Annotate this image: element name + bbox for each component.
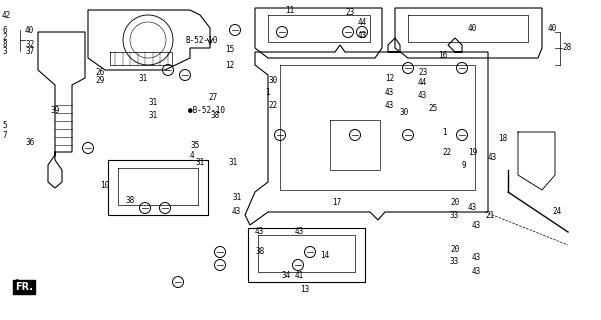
Text: 14: 14	[320, 251, 329, 260]
Text: 43: 43	[472, 268, 481, 276]
Text: 1: 1	[442, 127, 447, 137]
Text: 34: 34	[282, 270, 291, 279]
Text: 39: 39	[50, 106, 59, 115]
Text: 13: 13	[300, 285, 310, 294]
Text: B-52-10: B-52-10	[185, 36, 218, 44]
Text: 30: 30	[268, 76, 277, 84]
Text: 40: 40	[25, 26, 34, 35]
Text: 4: 4	[190, 150, 195, 159]
Text: ●B-52-10: ●B-52-10	[188, 106, 225, 115]
Text: 44: 44	[358, 18, 367, 27]
Text: 23: 23	[418, 68, 427, 76]
Text: 16: 16	[438, 51, 447, 60]
Text: 20: 20	[450, 245, 459, 254]
Text: 43: 43	[472, 220, 481, 229]
Text: FR.: FR.	[15, 282, 33, 292]
Text: 15: 15	[225, 45, 234, 54]
Text: 43: 43	[255, 228, 264, 236]
Text: 22: 22	[268, 100, 277, 109]
Text: 31: 31	[195, 157, 204, 166]
Text: 28: 28	[562, 44, 571, 52]
Text: 12: 12	[225, 60, 234, 69]
Text: 20: 20	[450, 197, 459, 206]
Text: 38: 38	[210, 110, 219, 119]
Text: 31: 31	[148, 110, 157, 119]
Text: 31: 31	[232, 194, 241, 203]
Text: 3: 3	[2, 46, 7, 55]
Text: 23: 23	[345, 7, 354, 17]
Text: 33: 33	[450, 258, 459, 267]
Text: 22: 22	[442, 148, 451, 156]
Text: 41: 41	[295, 270, 304, 279]
Text: 37: 37	[25, 46, 34, 55]
Text: 26: 26	[95, 68, 104, 76]
Text: 43: 43	[358, 30, 367, 39]
Text: 43: 43	[295, 228, 304, 236]
Text: 43: 43	[488, 154, 497, 163]
Text: 6: 6	[2, 26, 7, 35]
Text: 43: 43	[418, 91, 427, 100]
Text: 40: 40	[548, 23, 557, 33]
Text: 33: 33	[450, 211, 459, 220]
Text: 7: 7	[2, 131, 7, 140]
Text: 25: 25	[428, 103, 438, 113]
Text: 31: 31	[148, 98, 157, 107]
Text: 32: 32	[25, 39, 34, 49]
Text: 2: 2	[2, 33, 7, 42]
Text: 19: 19	[468, 148, 477, 156]
Text: 30: 30	[400, 108, 409, 116]
Text: 18: 18	[498, 133, 507, 142]
Text: 35: 35	[190, 140, 200, 149]
Text: 42: 42	[2, 11, 11, 20]
Text: 43: 43	[385, 87, 394, 97]
Text: 44: 44	[418, 77, 427, 86]
Text: 21: 21	[485, 211, 494, 220]
Text: 24: 24	[552, 207, 561, 217]
Text: 43: 43	[232, 207, 241, 217]
Text: 8: 8	[2, 39, 7, 49]
Text: 17: 17	[332, 197, 341, 206]
Text: 11: 11	[285, 5, 294, 14]
Text: 38: 38	[255, 247, 264, 257]
Text: 31: 31	[138, 74, 147, 83]
Text: 40: 40	[468, 23, 477, 33]
Text: 36: 36	[25, 138, 34, 147]
Text: 5: 5	[2, 121, 7, 130]
Text: 43: 43	[472, 253, 481, 262]
Text: 27: 27	[208, 93, 217, 102]
Text: 43: 43	[468, 204, 477, 212]
Text: 38: 38	[125, 196, 134, 204]
Text: 1: 1	[265, 87, 270, 97]
Text: 9: 9	[462, 161, 466, 170]
Text: 43: 43	[385, 100, 394, 109]
Text: 29: 29	[95, 76, 104, 84]
Text: 12: 12	[385, 74, 394, 83]
Text: 31: 31	[228, 157, 237, 166]
Text: 10: 10	[100, 180, 109, 189]
